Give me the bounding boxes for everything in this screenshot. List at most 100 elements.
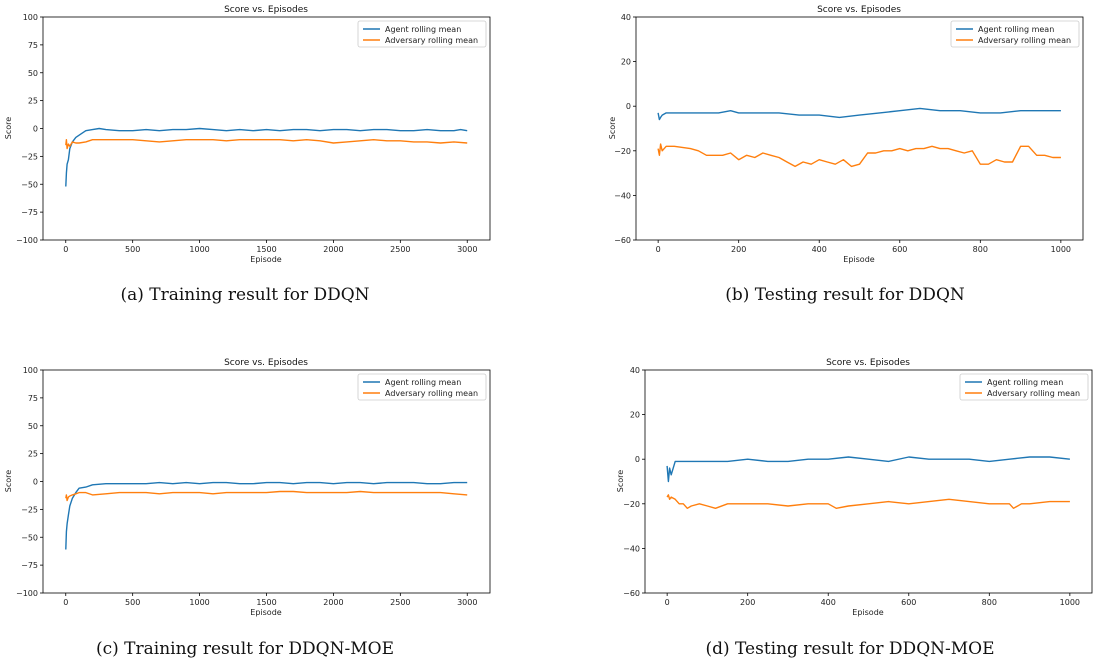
legend-label: Adversary rolling mean	[385, 36, 478, 45]
x-tick-label: 400	[812, 245, 827, 254]
x-axis-label: Episode	[843, 255, 874, 264]
y-tick-label: −60	[614, 236, 631, 245]
caption: (d) Testing result for DDQN-MOE	[705, 639, 994, 659]
x-tick-label: 800	[982, 598, 997, 607]
y-tick-label: 20	[621, 58, 631, 67]
y-tick-label: −60	[623, 589, 640, 598]
x-tick-label: 3000	[457, 598, 477, 607]
x-tick-label: 0	[63, 245, 68, 254]
x-tick-label: 0	[665, 598, 670, 607]
legend-label: Agent rolling mean	[978, 25, 1054, 34]
x-tick-label: 2500	[390, 598, 410, 607]
legend-label: Adversary rolling mean	[385, 389, 478, 398]
legend: Agent rolling mean Adversary rolling mean	[959, 373, 1089, 401]
x-tick-label: 1000	[1060, 598, 1080, 607]
y-axis-label: Score	[4, 470, 13, 492]
x-tick-label: 1000	[189, 245, 209, 254]
y-tick-label: −50	[21, 180, 38, 189]
y-tick-label: −40	[623, 544, 640, 553]
x-tick-label: 0	[656, 245, 661, 254]
legend-box	[950, 20, 1080, 48]
y-tick-label: 20	[630, 411, 640, 420]
x-tick-label: 500	[125, 245, 140, 254]
adversary-series-line	[657, 143, 1061, 168]
y-tick-label: 40	[630, 366, 640, 375]
x-tick-label: 600	[892, 245, 907, 254]
y-tick-label: 100	[23, 366, 38, 375]
y-tick-label: 0	[626, 102, 631, 111]
x-tick-label: 2500	[390, 245, 410, 254]
x-tick-label: 2000	[323, 245, 343, 254]
x-tick-label: 0	[63, 598, 68, 607]
x-tick-label: 600	[901, 598, 916, 607]
y-axis-label: Score	[616, 470, 625, 492]
legend-label: Adversary rolling mean	[987, 389, 1080, 398]
agent-series-line	[657, 107, 1061, 121]
y-tick-label: −75	[21, 208, 38, 217]
legend-label: Agent rolling mean	[385, 378, 461, 387]
y-tick-label: −50	[21, 533, 38, 542]
caption: (a) Training result for DDQN	[120, 285, 369, 305]
x-axis-label: Episode	[852, 608, 883, 617]
adversary-series-line	[65, 490, 468, 502]
x-axis-label: Episode	[250, 255, 281, 264]
adversary-series-line	[666, 494, 1070, 509]
legend: Agent rolling mean Adversary rolling mean	[357, 20, 487, 48]
chart-title: Score vs. Episodes	[224, 5, 308, 15]
axis-ticks: 0 500 1000 1500 2000 2500 3000 100 75 50 25 0 −25 −50…	[16, 366, 477, 607]
y-tick-label: −25	[21, 152, 38, 161]
plot-frame	[42, 369, 491, 594]
legend: Agent rolling mean Adversary rolling mean	[357, 373, 487, 401]
y-tick-label: −40	[614, 191, 631, 200]
y-tick-label: 0	[635, 455, 640, 464]
legend-box	[959, 373, 1089, 401]
y-tick-label: −20	[614, 147, 631, 156]
x-tick-label: 1500	[256, 245, 276, 254]
x-tick-label: 3000	[457, 245, 477, 254]
panel-d: Score vs. Episodes Episode Score (d) Tes…	[616, 358, 1093, 659]
x-tick-label: 1000	[189, 598, 209, 607]
panel-c: Score vs. Episodes Episode Score (c) Tra…	[4, 358, 491, 659]
chart-title: Score vs. Episodes	[817, 5, 901, 15]
legend-label: Agent rolling mean	[987, 378, 1063, 387]
chart-title: Score vs. Episodes	[224, 358, 308, 368]
legend-label: Agent rolling mean	[385, 25, 461, 34]
y-tick-label: −100	[16, 589, 38, 598]
y-tick-label: −75	[21, 561, 38, 570]
y-tick-label: 75	[28, 41, 38, 50]
y-tick-label: 50	[28, 69, 38, 78]
y-tick-label: −20	[623, 500, 640, 509]
y-tick-label: 100	[23, 13, 38, 22]
series-lines	[666, 456, 1070, 509]
x-tick-label: 2000	[323, 598, 343, 607]
y-tick-label: 50	[28, 422, 38, 431]
y-tick-label: 25	[28, 97, 38, 106]
axis-ticks: 0 500 1000 1500 2000 2500 3000 100 75 50 25 0 −25 −50…	[16, 13, 477, 254]
y-tick-label: 40	[621, 13, 631, 22]
legend: Agent rolling mean Adversary rolling mean	[950, 20, 1080, 48]
x-tick-label: 1000	[1051, 245, 1071, 254]
agent-series-line	[666, 456, 1070, 483]
y-axis-label: Score	[4, 117, 13, 139]
plot-frame	[635, 16, 1084, 241]
series-lines	[657, 107, 1061, 168]
legend-label: Adversary rolling mean	[978, 36, 1071, 45]
plot-frame	[644, 369, 1093, 594]
legend-box	[357, 20, 487, 48]
x-tick-label: 1500	[256, 598, 276, 607]
caption: (c) Training result for DDQN-MOE	[96, 639, 394, 659]
panel-b: Score vs. Episodes Episode Score (b) Tes…	[608, 5, 1084, 305]
x-tick-label: 500	[125, 598, 140, 607]
y-tick-label: 25	[28, 450, 38, 459]
agent-series-line	[65, 481, 468, 550]
caption: (b) Testing result for DDQN	[725, 285, 965, 305]
x-tick-label: 400	[821, 598, 836, 607]
plot-frame	[42, 16, 491, 241]
y-tick-label: 75	[28, 394, 38, 403]
y-axis-label: Score	[608, 117, 617, 139]
series-lines	[65, 127, 468, 187]
y-tick-label: −100	[16, 236, 38, 245]
